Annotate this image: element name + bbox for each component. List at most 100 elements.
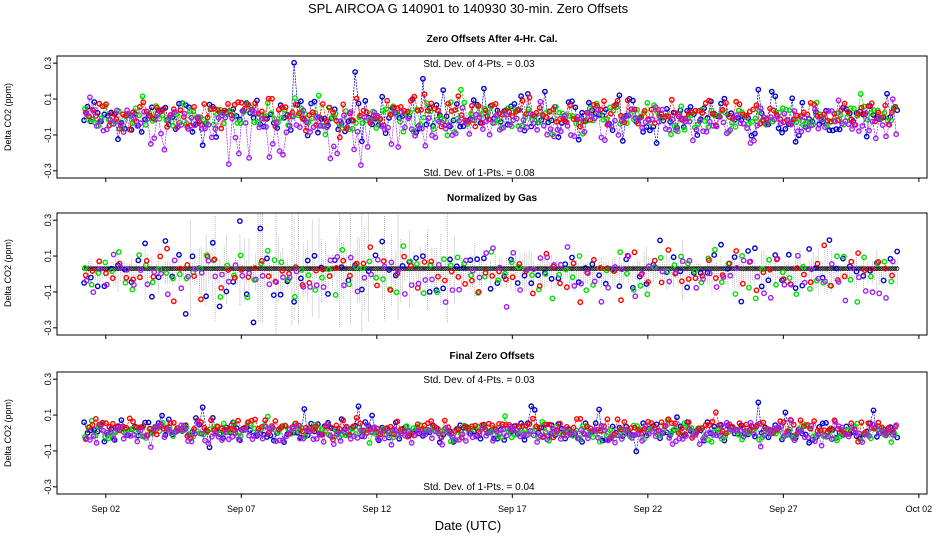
- center-point: [258, 266, 263, 271]
- data-point-gas4: [307, 283, 313, 290]
- data-point-gas4: [280, 437, 286, 444]
- data-point-gas3: [614, 416, 621, 423]
- data-point-gas3: [882, 102, 889, 109]
- data-point-gas1: [823, 419, 829, 426]
- data-point-gas3: [530, 290, 536, 297]
- data-point-gas4: [510, 249, 517, 256]
- data-point-gas4: [706, 118, 713, 125]
- data-point-gas4: [601, 427, 608, 434]
- data-point-gas2: [871, 107, 878, 114]
- center-point: [167, 266, 173, 271]
- data-point-gas2: [793, 291, 800, 297]
- data-point-gas4: [435, 261, 442, 268]
- data-point-gas4: [178, 422, 185, 429]
- data-point-gas1: [765, 277, 772, 284]
- data-point-gas2: [176, 271, 183, 278]
- data-point-gas4: [690, 137, 696, 144]
- data-point-gas4: [869, 118, 876, 125]
- center-point: [874, 266, 880, 271]
- data-point-gas3: [665, 247, 672, 253]
- data-point-gas3: [319, 266, 326, 273]
- data-point-gas3: [557, 116, 563, 122]
- data-point-gas3: [811, 101, 817, 108]
- data-point-gas3: [553, 119, 560, 125]
- data-point-gas2: [407, 109, 413, 116]
- data-point-gas4: [798, 427, 805, 434]
- data-point-gas4: [351, 146, 357, 153]
- data-point-gas4: [212, 126, 219, 132]
- data-point-gas4: [388, 141, 395, 148]
- data-point-gas4: [452, 130, 459, 137]
- data-point-gas4: [754, 273, 761, 280]
- data-point-gas1: [199, 142, 206, 149]
- data-point-gas3: [387, 423, 394, 430]
- data-point-gas4: [557, 128, 564, 135]
- data-point-gas1: [670, 254, 677, 261]
- center-point: [890, 266, 895, 271]
- data-point-gas1: [745, 248, 751, 254]
- data-point-gas2: [834, 253, 840, 260]
- data-point-gas3: [733, 248, 740, 254]
- data-point-gas4: [429, 435, 435, 442]
- data-point-gas3: [414, 107, 421, 114]
- data-point-gas2: [502, 413, 508, 420]
- data-point-gas3: [103, 420, 109, 427]
- data-point-gas3: [204, 428, 211, 435]
- data-point-gas3: [455, 93, 462, 100]
- data-point-gas4: [300, 283, 307, 290]
- data-point-gas3: [292, 101, 299, 108]
- data-point-gas2: [542, 271, 549, 277]
- data-point-gas4: [740, 120, 747, 127]
- data-point-gas3: [794, 265, 800, 272]
- y-tick-label: -0.1: [43, 284, 53, 300]
- data-point-gas2: [390, 434, 397, 441]
- data-point-gas3: [441, 277, 448, 284]
- data-point-gas4: [144, 432, 151, 439]
- data-point-gas3: [736, 101, 743, 108]
- data-point-gas1: [423, 121, 430, 128]
- data-point-gas3: [252, 416, 259, 423]
- data-point-gas3: [872, 118, 878, 125]
- y-tick-label: -0.3: [43, 479, 53, 495]
- data-point-gas4: [849, 126, 855, 132]
- data-point-gas2: [536, 119, 542, 126]
- data-point-gas1: [528, 403, 535, 410]
- data-point-gas4: [97, 423, 103, 430]
- data-point-gas1: [630, 97, 636, 104]
- data-point-gas4: [720, 423, 727, 430]
- center-point: [687, 266, 692, 271]
- data-point-gas4: [744, 428, 750, 434]
- data-point-gas3: [82, 272, 89, 279]
- data-point-gas1: [684, 284, 690, 291]
- data-point-gas4: [832, 118, 839, 125]
- data-point-gas3: [363, 109, 370, 116]
- center-point: [418, 266, 423, 271]
- data-point-gas4: [774, 113, 781, 120]
- data-point-gas3: [651, 424, 658, 431]
- center-point: [576, 266, 581, 271]
- data-point-gas4: [666, 126, 673, 133]
- center-point: [454, 266, 459, 271]
- data-point-gas1: [189, 253, 196, 260]
- data-point-gas3: [740, 280, 746, 287]
- data-point-gas4: [544, 436, 551, 443]
- data-point-gas2: [563, 266, 569, 273]
- data-point-gas3: [780, 419, 787, 425]
- data-point-gas4: [845, 433, 852, 440]
- center-point: [479, 266, 484, 271]
- data-point-gas2: [413, 260, 420, 267]
- chart-title: SPL AIRCOA G 140901 to 140930 30-min. Ze…: [308, 1, 629, 16]
- data-point-gas4: [398, 109, 405, 116]
- data-point-gas2: [868, 110, 874, 117]
- data-point-gas3: [435, 273, 441, 280]
- data-point-gas2: [420, 290, 427, 297]
- data-point-gas4: [852, 122, 859, 128]
- data-point-gas1: [494, 280, 501, 286]
- data-point-gas3: [597, 106, 604, 113]
- data-point-gas3: [482, 269, 489, 276]
- panel-normalized-by-gas: Normalized by Gas Delta CO2 (ppm) 0.3 0.1…: [3, 193, 928, 339]
- data-point-gas4: [669, 441, 676, 447]
- data-point-gas4: [540, 122, 547, 129]
- data-point-gas1: [569, 254, 575, 261]
- data-point-gas4: [208, 433, 215, 440]
